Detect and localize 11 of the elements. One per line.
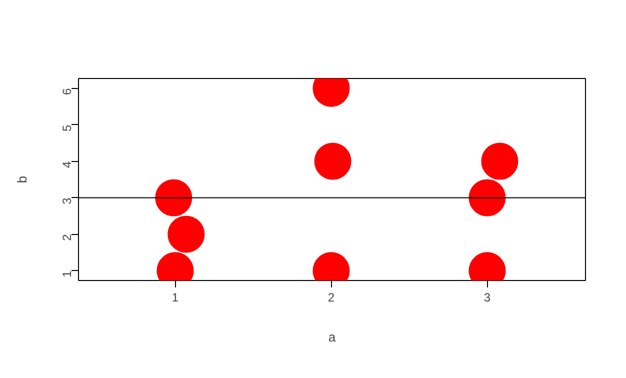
y-tick-label: 3	[60, 197, 74, 204]
x-tick-label: 1	[172, 290, 179, 304]
y-tick-label: 6	[60, 88, 74, 96]
y-tick-label: 4	[60, 160, 74, 168]
x-tick-label: 3	[484, 290, 491, 304]
y-tick-label: 5	[60, 124, 74, 132]
y-tick-label: 1	[60, 270, 74, 278]
x-axis-title: a	[328, 330, 336, 344]
y-axis-title: b	[14, 176, 30, 184]
y-tick-label: 2	[60, 234, 74, 241]
x-tick-label: 2	[328, 290, 335, 304]
